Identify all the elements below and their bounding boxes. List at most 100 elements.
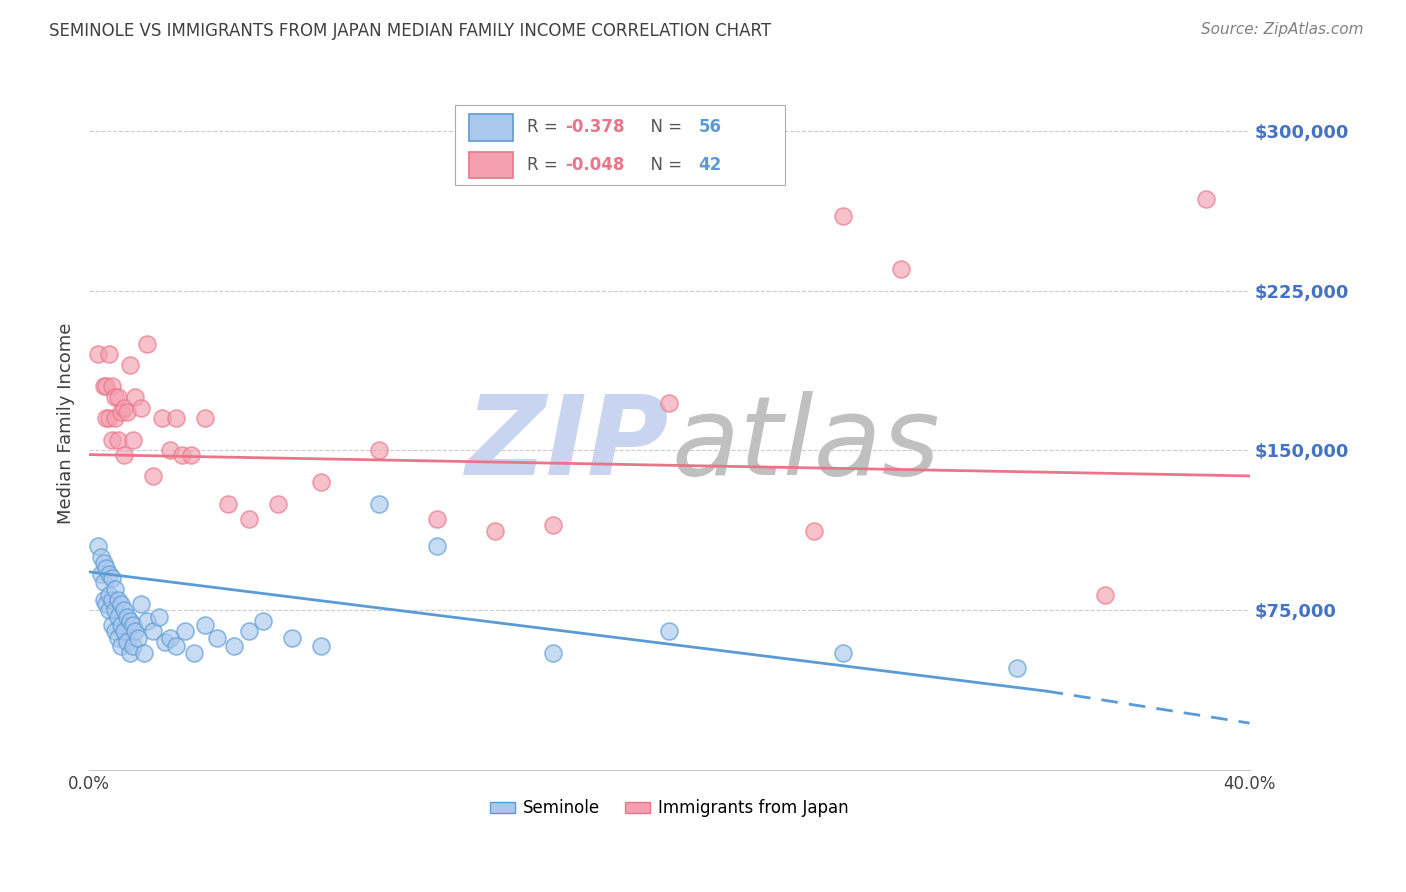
Point [134,646,156,660]
Point [104,390,127,404]
Point [142,624,165,639]
Text: SEMINOLE VS IMMIGRANTS FROM JAPAN MEDIAN FAMILY INCOME CORRELATION CHART: SEMINOLE VS IMMIGRANTS FROM JAPAN MEDIAN… [49,22,772,40]
Point [107,609,129,624]
Point [107,631,129,645]
Point [115,405,138,419]
Point [252,614,274,628]
Point [115,609,138,624]
Point [121,433,143,447]
Point [1094,588,1116,602]
Point [121,618,143,632]
Text: ZIP: ZIP [465,391,669,498]
Point [238,624,260,639]
Point [96,379,118,393]
Point [93,575,115,590]
Point [832,209,855,223]
Point [112,624,135,639]
Point [183,646,205,660]
Point [107,592,129,607]
Point [101,592,124,607]
Point [104,411,127,425]
Point [110,597,132,611]
Point [121,640,143,654]
Text: R =: R = [527,119,562,136]
Point [658,624,681,639]
Point [98,411,121,425]
Point [194,411,217,425]
Text: R =: R = [527,156,562,174]
Point [107,433,129,447]
Legend: Seminole, Immigrants from Japan: Seminole, Immigrants from Japan [482,793,856,824]
Point [159,631,181,645]
Point [368,497,391,511]
Point [124,390,146,404]
Point [170,448,193,462]
Text: Source: ZipAtlas.com: Source: ZipAtlas.com [1201,22,1364,37]
Point [96,597,118,611]
Point [118,614,141,628]
Point [90,549,112,564]
Point [136,336,159,351]
Point [98,347,121,361]
Point [543,646,565,660]
Point [101,433,124,447]
Point [98,566,121,581]
FancyBboxPatch shape [468,152,513,178]
Text: -0.048: -0.048 [565,156,624,174]
Point [124,624,146,639]
Point [101,571,124,585]
Point [426,539,449,553]
Point [96,411,118,425]
Y-axis label: Median Family Income: Median Family Income [58,323,75,524]
Point [96,560,118,574]
Point [87,539,110,553]
Point [101,379,124,393]
Point [832,646,855,660]
Point [112,448,135,462]
Point [127,631,149,645]
Point [98,603,121,617]
Point [104,603,127,617]
Point [658,396,681,410]
Point [1007,661,1029,675]
Point [266,497,288,511]
Point [118,646,141,660]
Point [112,603,135,617]
Text: -0.378: -0.378 [565,119,624,136]
Point [98,588,121,602]
Point [426,511,449,525]
Point [194,618,217,632]
Point [165,411,187,425]
Point [107,390,129,404]
Point [165,640,187,654]
Point [110,405,132,419]
Point [104,582,127,596]
Point [368,443,391,458]
FancyBboxPatch shape [468,114,513,141]
Point [180,448,202,462]
Point [93,556,115,570]
Text: 42: 42 [699,156,721,174]
Text: 56: 56 [699,119,721,136]
Point [150,411,173,425]
Point [890,262,912,277]
Point [110,640,132,654]
Point [148,609,170,624]
Point [87,347,110,361]
Point [104,624,127,639]
Point [484,524,506,539]
Point [118,358,141,372]
Point [173,624,195,639]
Point [136,614,159,628]
Point [1195,192,1218,206]
Point [115,635,138,649]
Point [281,631,304,645]
Text: atlas: atlas [672,391,941,498]
Point [543,517,565,532]
Point [93,592,115,607]
Point [224,640,246,654]
Point [90,566,112,581]
Text: N =: N = [640,156,688,174]
Point [309,475,332,490]
Point [101,618,124,632]
